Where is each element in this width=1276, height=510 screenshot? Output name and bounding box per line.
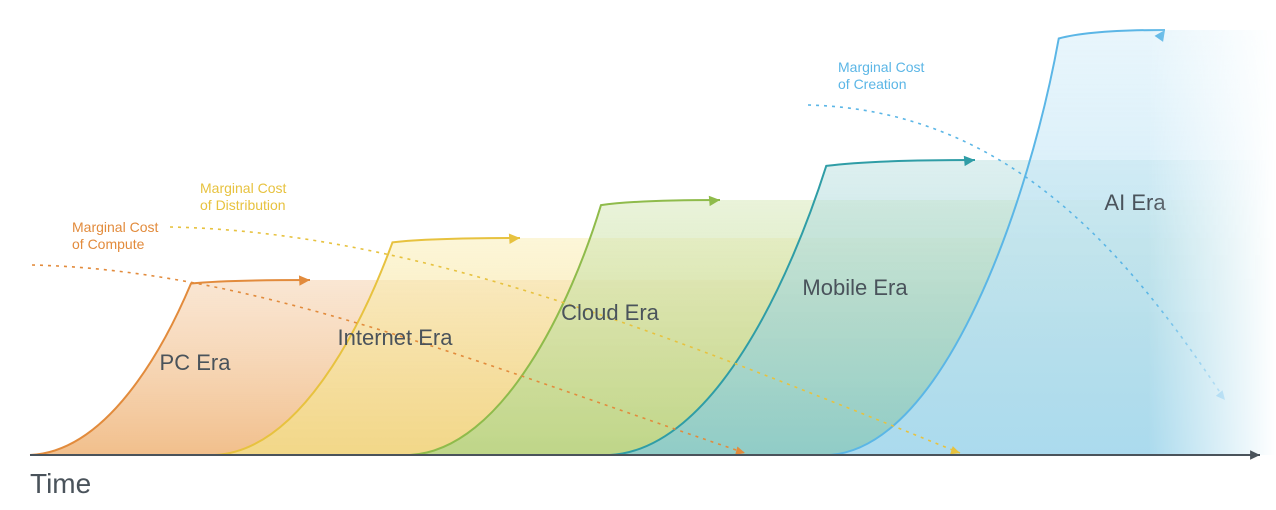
chart-canvas: Marginal Costof Compute Marginal Costof D… [0, 0, 1276, 510]
era-label-mobile: Mobile Era [802, 275, 908, 300]
era-label-cloud: Cloud Era [561, 300, 660, 325]
cost-label-creation: Marginal Costof Creation [838, 59, 924, 92]
era-label-internet: Internet Era [338, 325, 454, 350]
cost-label-compute: Marginal Costof Compute [72, 219, 158, 252]
era-s-curve-chart: Marginal Costof Compute Marginal Costof D… [0, 0, 1276, 510]
era-label-pc: PC Era [160, 350, 232, 375]
era-label-ai: AI Era [1104, 190, 1166, 215]
x-axis-label: Time [30, 468, 91, 499]
cost-label-distribution: Marginal Costof Distribution [200, 180, 286, 213]
